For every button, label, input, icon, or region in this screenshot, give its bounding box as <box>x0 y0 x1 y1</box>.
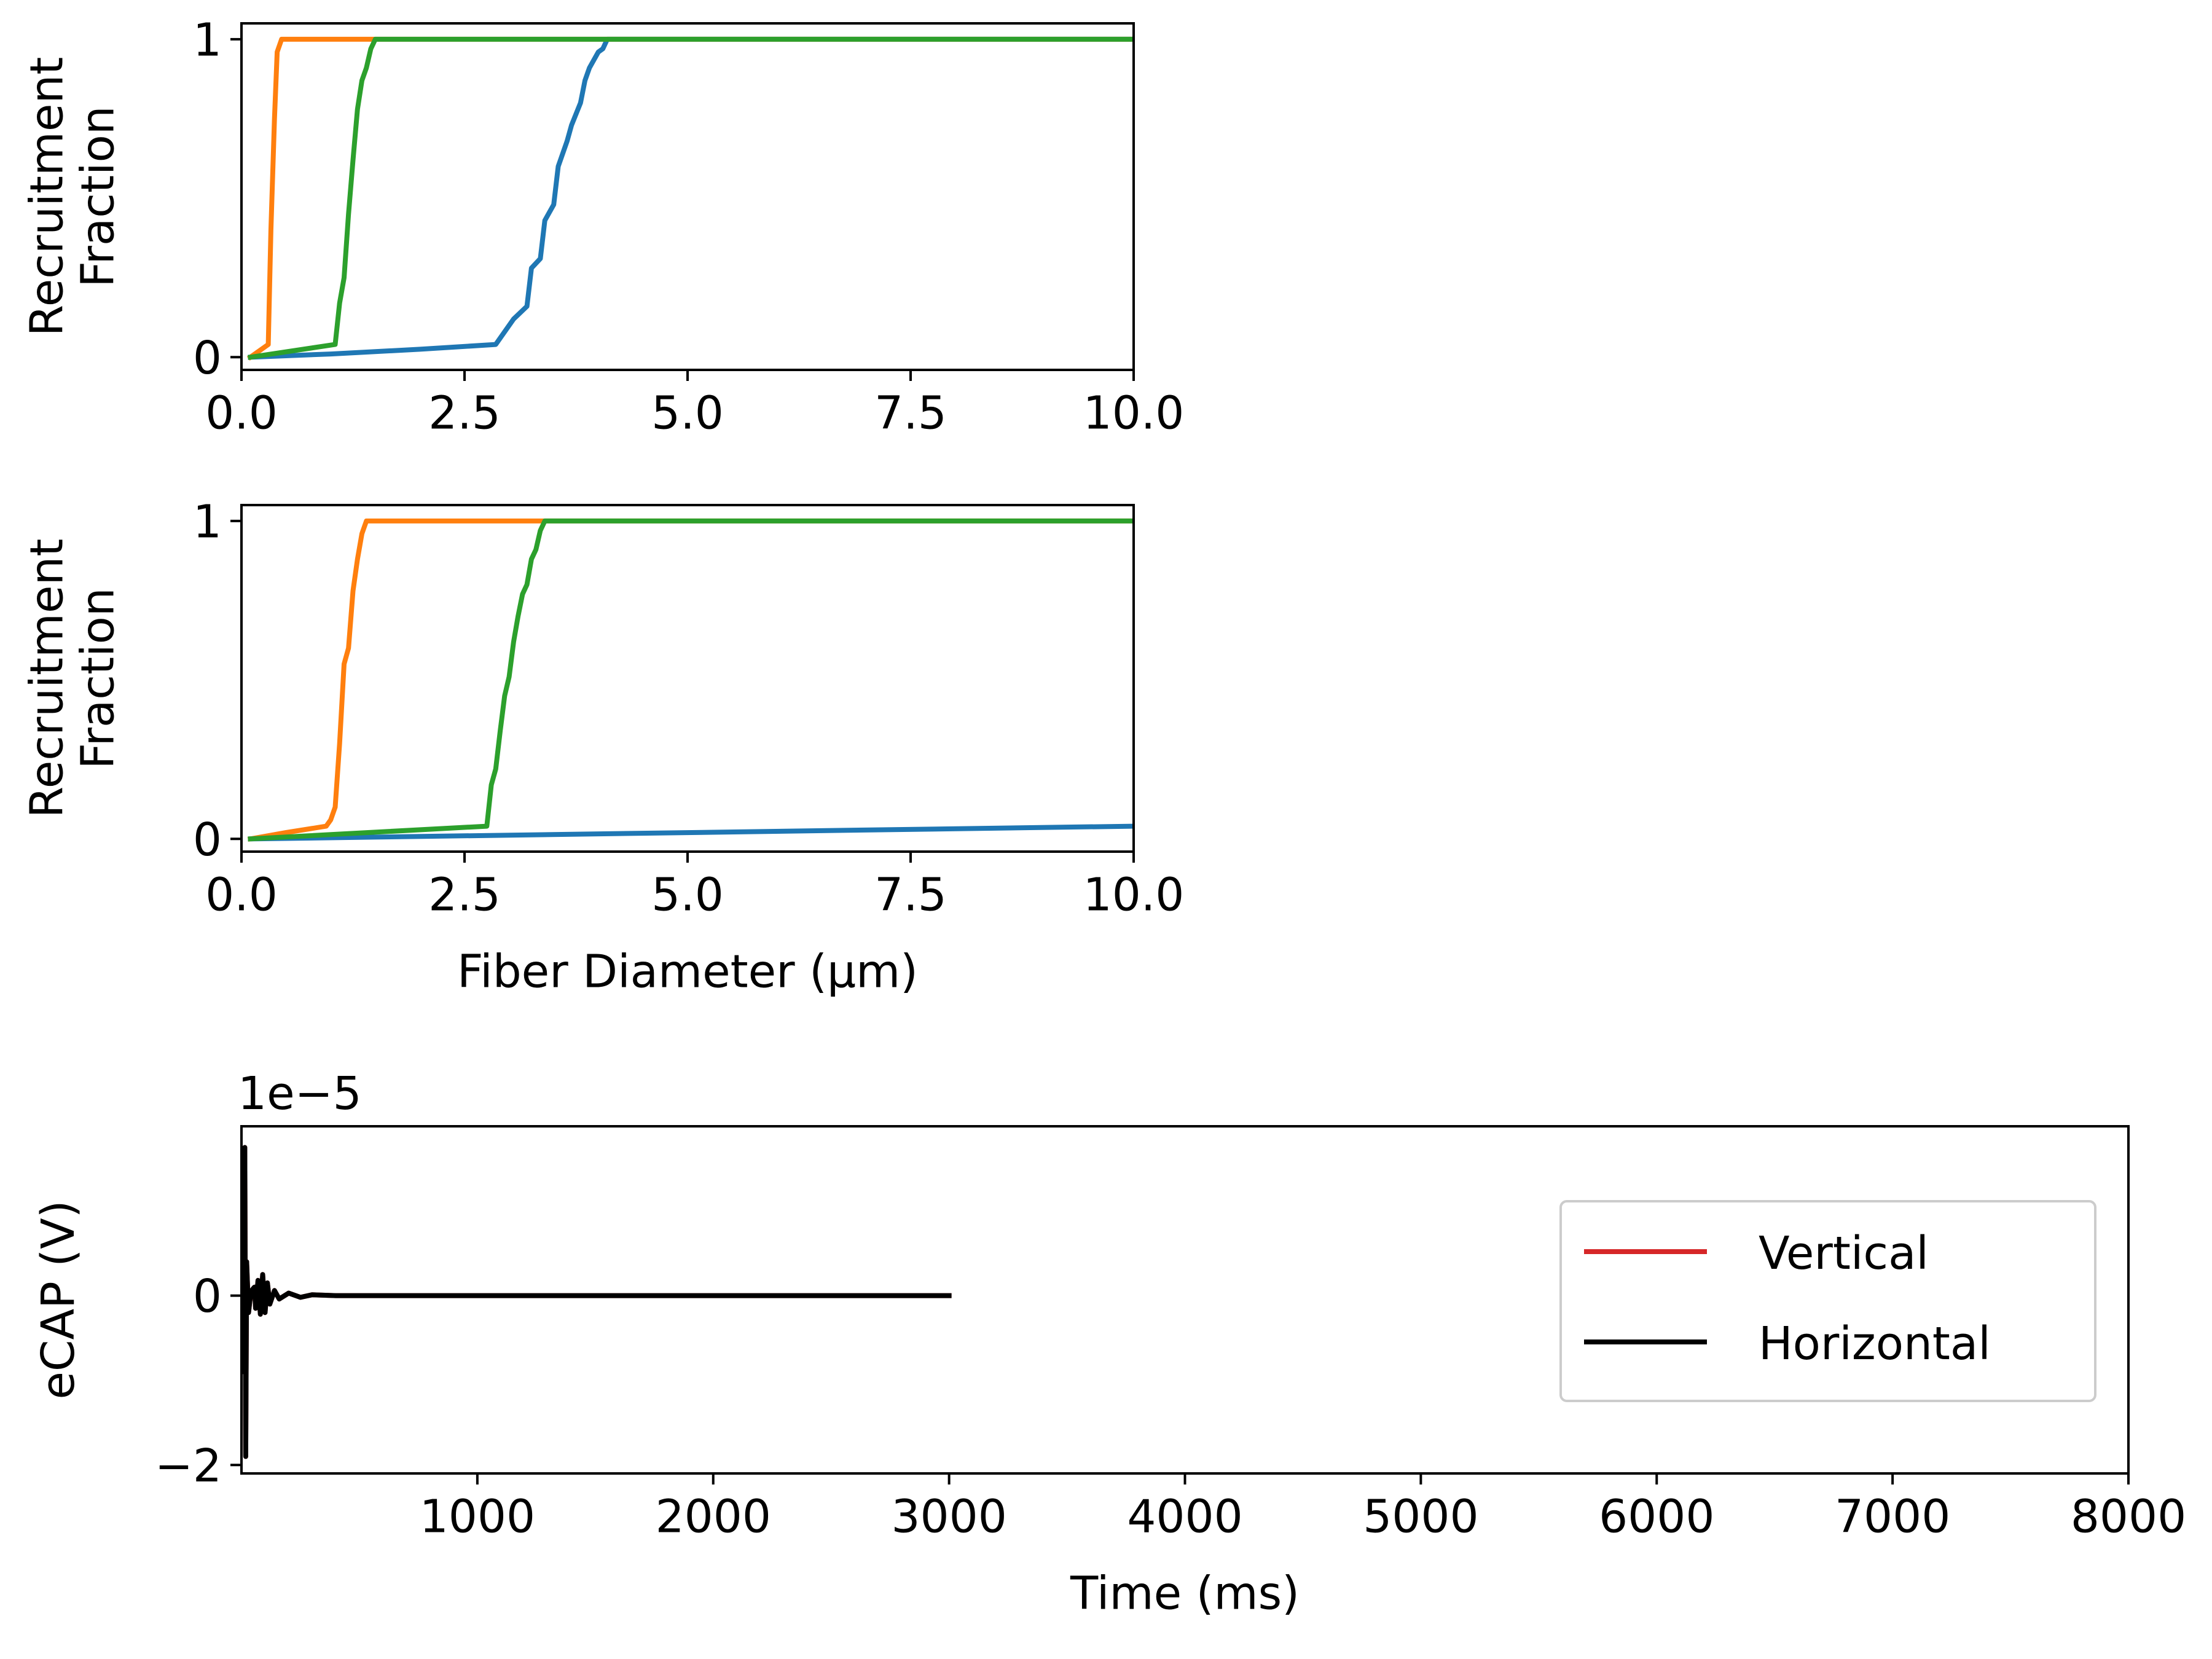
y-tick-label: 0 <box>193 814 222 866</box>
x-tick-label: 2000 <box>656 1491 771 1543</box>
legend: Vertical Horizontal <box>1559 1200 2096 1402</box>
x-tick-label: 3000 <box>891 1491 1006 1543</box>
x-tick-label: 5.0 <box>651 869 724 922</box>
series-line-2 <box>246 36 1134 361</box>
x-tick-label: 8000 <box>2071 1491 2186 1543</box>
y-tick-label: 0 <box>193 1270 222 1323</box>
series-line-2 <box>247 518 1134 842</box>
x-tick-label: 7.5 <box>874 387 947 440</box>
axes-frame <box>240 22 1135 371</box>
series-line-3 <box>248 518 1134 842</box>
y-tick-label: 1 <box>193 14 222 67</box>
series-group <box>241 1145 952 1459</box>
x-axis-label: Time (ms) <box>1070 1567 1300 1620</box>
axes-frame <box>240 504 1135 853</box>
series-group <box>246 36 1134 361</box>
x-tick-label: 5.0 <box>651 387 724 440</box>
series-group <box>247 518 1134 842</box>
chart-3: 1000 2000 3000 4000 5000 6000 7000 8000 −2 0 Time … <box>32 1067 2186 1620</box>
x-tick-label: 10.0 <box>1083 387 1185 440</box>
x-tick-label: 10.0 <box>1083 869 1185 922</box>
x-axis-label: Fiber Diameter (μm) <box>457 946 918 998</box>
y-axis-label: RecruitmentFraction <box>21 539 125 818</box>
x-tick-label: 1000 <box>420 1491 535 1543</box>
y-axis-label: RecruitmentFraction <box>21 57 125 337</box>
x-tick-label: 2.5 <box>428 387 501 440</box>
series-line-horizontal <box>241 1145 952 1459</box>
x-tick-label: 7.5 <box>874 869 947 922</box>
x-tick-label: 0.0 <box>205 387 278 440</box>
x-tick-label: 7000 <box>1835 1491 1950 1543</box>
legend-label-vertical: Vertical <box>1759 1227 1929 1280</box>
series-line-1 <box>248 36 1134 360</box>
x-tick-label: 4000 <box>1127 1491 1242 1543</box>
chart-2: 0.0 2.5 5.0 7.5 10.0 0 1 Fiber Diameter (μm) Rec… <box>21 496 1185 998</box>
y-offset-label: 1e−5 <box>238 1067 362 1120</box>
y-axis-label: eCAP (V) <box>32 1200 85 1399</box>
x-tick-label: 5000 <box>1363 1491 1478 1543</box>
x-tick-label: 6000 <box>1599 1491 1714 1543</box>
y-tick-label: −2 <box>155 1440 222 1492</box>
series-line-vertical <box>241 1145 952 1459</box>
series-line-3 <box>247 36 1134 360</box>
x-tick-label: 2.5 <box>428 869 501 922</box>
series-line-1 <box>248 823 1134 842</box>
legend-label-horizontal: Horizontal <box>1759 1317 1991 1370</box>
y-tick-label: 1 <box>193 496 222 549</box>
chart-1: 0.0 2.5 5.0 7.5 10.0 0 1 RecruitmentFraction <box>21 14 1185 440</box>
y-tick-label: 0 <box>193 332 222 385</box>
x-tick-label: 0.0 <box>205 869 278 922</box>
